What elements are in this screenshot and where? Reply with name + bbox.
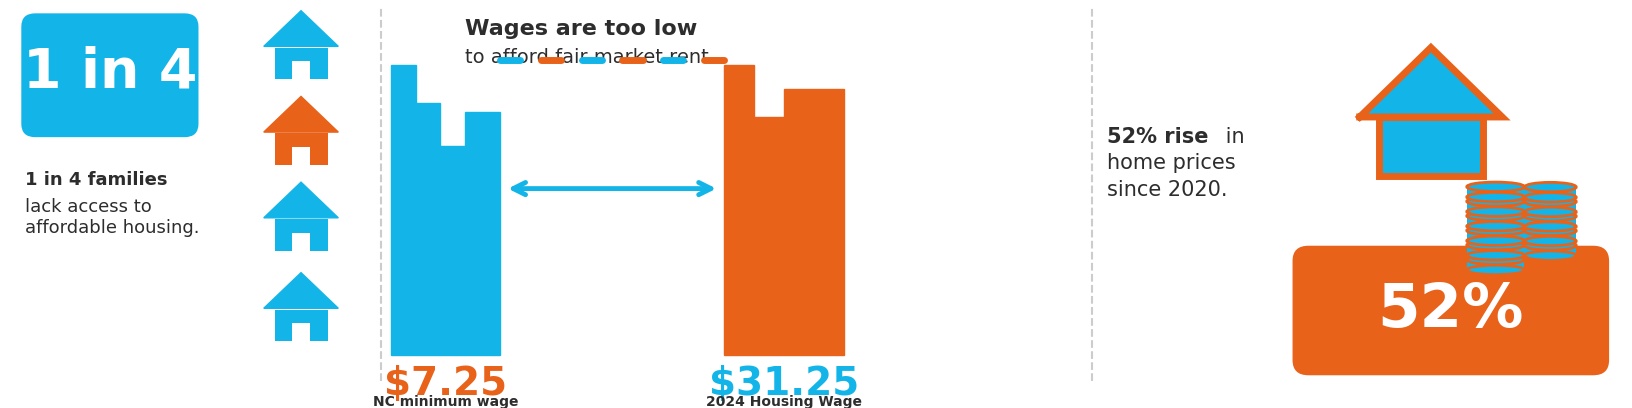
Ellipse shape — [1467, 197, 1524, 206]
Ellipse shape — [1467, 226, 1524, 235]
Ellipse shape — [1467, 236, 1524, 246]
Text: $31.25: $31.25 — [708, 365, 858, 403]
Text: 1 in 4: 1 in 4 — [23, 45, 197, 100]
Bar — [274, 219, 328, 251]
Ellipse shape — [1467, 265, 1524, 275]
Polygon shape — [264, 96, 338, 132]
Ellipse shape — [1467, 192, 1524, 202]
Bar — [1467, 245, 1524, 255]
Bar — [1467, 202, 1524, 212]
Text: 1 in 4 families: 1 in 4 families — [24, 171, 168, 189]
Bar — [292, 233, 310, 251]
Bar — [1467, 259, 1524, 270]
Bar — [1524, 202, 1577, 212]
Bar — [1524, 216, 1577, 226]
Text: since 2020.: since 2020. — [1108, 180, 1227, 200]
Text: 2024 Housing Wage: 2024 Housing Wage — [707, 395, 862, 408]
Ellipse shape — [1524, 236, 1577, 246]
Ellipse shape — [1524, 182, 1577, 192]
Polygon shape — [264, 182, 338, 218]
Ellipse shape — [1467, 251, 1524, 260]
Polygon shape — [390, 65, 499, 355]
Ellipse shape — [1524, 207, 1577, 217]
Ellipse shape — [1524, 241, 1577, 250]
Bar — [274, 48, 328, 79]
Bar — [1467, 216, 1524, 226]
Ellipse shape — [1524, 251, 1577, 260]
Bar — [1467, 231, 1524, 241]
Polygon shape — [264, 273, 338, 308]
Ellipse shape — [1467, 211, 1524, 221]
Text: in: in — [1219, 126, 1245, 147]
Ellipse shape — [1467, 207, 1524, 216]
Ellipse shape — [1524, 211, 1577, 221]
Text: Wages are too low: Wages are too low — [465, 19, 697, 39]
Ellipse shape — [1467, 222, 1524, 231]
Bar — [1524, 245, 1577, 256]
FancyBboxPatch shape — [1293, 246, 1609, 375]
Text: 52%: 52% — [1377, 281, 1524, 340]
Ellipse shape — [1524, 197, 1577, 206]
Bar — [1467, 187, 1524, 197]
Bar — [292, 62, 310, 79]
Bar — [274, 310, 328, 341]
Ellipse shape — [1524, 222, 1577, 231]
Text: home prices: home prices — [1108, 153, 1235, 173]
Text: $7.25: $7.25 — [384, 365, 508, 403]
Text: to afford fair market rent: to afford fair market rent — [465, 48, 708, 67]
Polygon shape — [725, 65, 844, 355]
Bar — [1524, 231, 1577, 241]
Text: 52% rise: 52% rise — [1108, 126, 1209, 147]
Bar — [1524, 187, 1577, 197]
Ellipse shape — [1467, 255, 1524, 264]
Ellipse shape — [1467, 240, 1524, 250]
Bar — [292, 324, 310, 341]
Polygon shape — [1359, 48, 1501, 117]
Ellipse shape — [1524, 193, 1577, 202]
FancyBboxPatch shape — [21, 13, 199, 137]
Ellipse shape — [1524, 226, 1577, 235]
Bar — [274, 133, 328, 165]
Bar — [1379, 117, 1483, 176]
Ellipse shape — [1467, 182, 1524, 191]
Text: NC minimum wage: NC minimum wage — [372, 395, 517, 408]
Bar — [292, 147, 310, 165]
Text: lack access to
affordable housing.: lack access to affordable housing. — [24, 198, 199, 237]
Polygon shape — [264, 11, 338, 47]
